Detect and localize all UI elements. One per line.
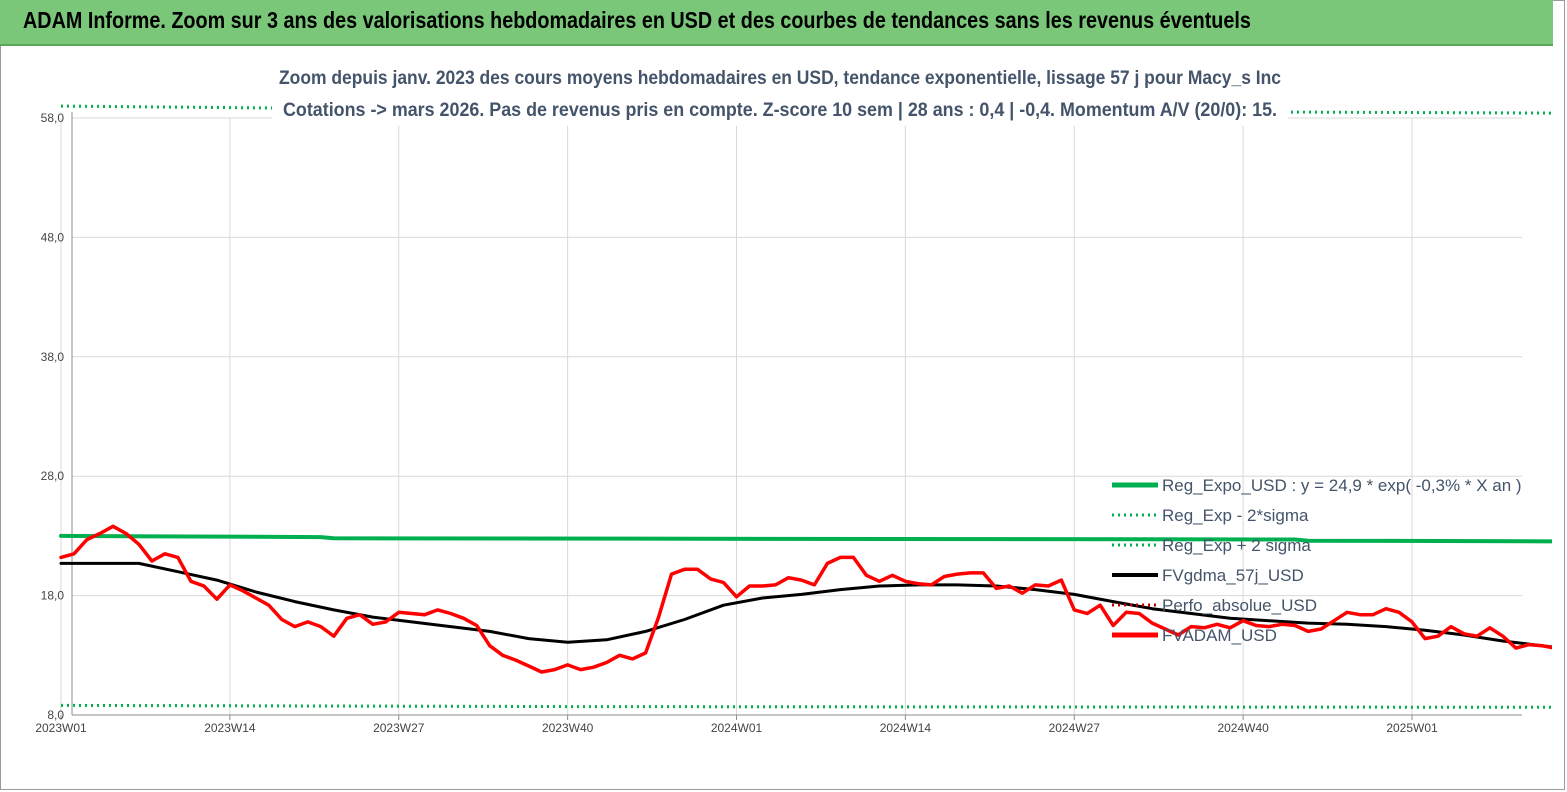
legend-label: Reg_Expo_USD : y = 24,9 * exp( -0,3% * X…: [1162, 476, 1522, 495]
x-tick-label: 2023W40: [542, 721, 594, 735]
y-axis-ticks: 8,0 18,0 28,0 38,0 48,0 58,0: [41, 111, 65, 722]
x-tick-label: 2024W27: [1049, 721, 1101, 735]
y-tick-label: 58,0: [41, 111, 65, 125]
y-tick-label: 38,0: [41, 350, 65, 364]
x-tick-label: 2024W40: [1217, 721, 1269, 735]
subtitle-background: [272, 60, 1288, 126]
legend-label: FVADAM_USD: [1162, 626, 1277, 645]
y-tick-label: 28,0: [41, 469, 65, 483]
x-axis-ticks: 2023W01 2023W14 2023W27 2023W40 2024W01 2024W…: [35, 721, 1438, 735]
axes: [60, 112, 1522, 720]
x-tick-label: 2023W27: [373, 721, 425, 735]
chart-subtitle-line2: Cotations -> mars 2026. Pas de revenus p…: [283, 100, 1277, 121]
x-tick-label: 2024W14: [880, 721, 932, 735]
report-banner: ADAM Informe. Zoom sur 3 ans des valoris…: [0, 0, 1553, 46]
y-tick-label: 48,0: [41, 230, 65, 244]
series-fvadam-line: [59, 524, 1552, 674]
chart-subtitle-line1: Zoom depuis janv. 2023 des cours moyens …: [279, 68, 1281, 89]
x-tick-label: 2024W01: [711, 721, 763, 735]
legend-label: Reg_Exp + 2 sigma: [1162, 536, 1311, 555]
series-fvgdma-line: [59, 561, 1552, 649]
legend: Reg_Expo_USD : y = 24,9 * exp( -0,3% * X…: [1112, 476, 1522, 645]
series-reg-lower-band: [60, 703, 1552, 709]
x-tick-label: 2025W01: [1386, 721, 1438, 735]
legend-label: Perfo_absolue_USD: [1162, 596, 1317, 615]
x-tick-label: 2023W01: [35, 721, 87, 735]
series-layer: [59, 104, 1552, 709]
y-tick-label: 18,0: [41, 589, 65, 603]
report-title: ADAM Informe. Zoom sur 3 ans des valoris…: [23, 7, 1251, 33]
legend-label: FVgdma_57j_USD: [1162, 566, 1304, 585]
series-reg-expo-line: [59, 533, 1552, 544]
y-tick-label: 8,0: [47, 708, 64, 722]
valuation-chart: 8,018,028,038,048,058,0 2023W01 2023W14 20…: [35, 60, 1552, 735]
legend-label: Reg_Exp - 2*sigma: [1162, 506, 1309, 525]
x-tick-label: 2023W14: [204, 721, 256, 735]
